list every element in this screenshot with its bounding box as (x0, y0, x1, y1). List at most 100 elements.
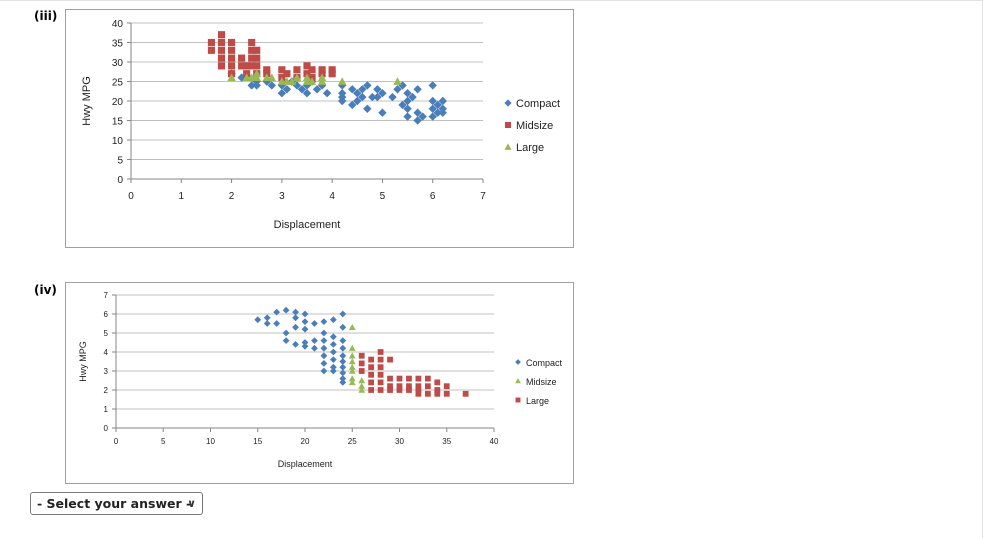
data-point-compact (339, 310, 347, 318)
data-point-midsize (238, 62, 246, 70)
data-point-large (368, 356, 375, 363)
data-point-compact (254, 316, 262, 324)
data-point-large (393, 77, 402, 85)
data-point-compact (311, 344, 318, 352)
data-point-compact (358, 85, 367, 94)
data-point-large (415, 375, 422, 382)
data-point-large (377, 364, 384, 371)
data-point-midsize (217, 38, 226, 47)
y-tick-label: 1 (104, 405, 109, 414)
data-point-compact (373, 92, 382, 102)
data-point-midsize (253, 62, 261, 70)
data-point-large (424, 390, 431, 397)
data-point-large (252, 69, 261, 78)
data-point-compact (378, 108, 387, 117)
data-point-compact (408, 92, 417, 102)
y-tick-label: 5 (104, 329, 109, 338)
data-point-large (462, 390, 469, 397)
data-point-compact (312, 85, 322, 94)
data-point-large (252, 73, 261, 81)
data-point-compact (301, 342, 309, 350)
data-point-compact (320, 352, 328, 360)
data-point-compact (413, 116, 422, 125)
data-point-large (287, 77, 297, 85)
data-point-compact (267, 81, 276, 90)
data-point-large (387, 356, 393, 363)
data-point-compact (339, 352, 347, 360)
data-point-large (406, 383, 412, 390)
chevron-down-icon: ∨ (187, 497, 196, 510)
data-point-large (434, 387, 441, 393)
x-tick-label: 1 (179, 191, 185, 202)
data-point-large (368, 371, 375, 378)
data-point-midsize (348, 375, 356, 382)
data-point-midsize (228, 46, 236, 54)
data-point-large (267, 73, 276, 81)
data-point-large (415, 383, 422, 390)
data-point-compact (428, 81, 437, 90)
data-point-compact (301, 318, 309, 325)
data-point-compact (301, 325, 309, 333)
data-point-compact (393, 85, 402, 94)
x-axis-title: Displacement (278, 459, 333, 469)
y-tick-label: 2 (104, 386, 109, 395)
data-point-large (368, 387, 375, 393)
data-point-midsize (293, 66, 301, 74)
x-tick-label: 25 (348, 437, 357, 446)
data-point-compact (358, 92, 367, 102)
data-point-midsize (217, 46, 226, 54)
answer-select[interactable]: - Select your answer - ∨ (30, 492, 203, 515)
data-point-compact (263, 314, 271, 322)
data-point-compact (247, 81, 256, 90)
y-tick-label: 7 (104, 291, 109, 300)
data-point-midsize (348, 379, 356, 386)
data-point-compact (438, 108, 447, 117)
data-point-midsize (358, 386, 366, 393)
data-point-compact (363, 104, 372, 113)
x-tick-label: 7 (480, 191, 486, 202)
data-point-compact (282, 306, 290, 314)
data-point-large (443, 383, 450, 390)
data-point-large (387, 383, 393, 390)
data-point-midsize (358, 377, 366, 384)
data-point-compact (329, 341, 337, 348)
data-point-large (377, 387, 384, 393)
data-point-compact (339, 363, 347, 371)
legend-marker-compact (504, 99, 512, 107)
data-point-large (292, 73, 302, 81)
legend-label-midsize: Midsize (526, 377, 557, 387)
x-tick-label: 5 (161, 437, 166, 446)
data-point-compact (320, 360, 328, 367)
data-point-compact (320, 318, 328, 325)
data-point-large (406, 387, 412, 393)
data-point-compact (403, 104, 412, 113)
data-point-midsize (238, 54, 246, 62)
x-tick-label: 0 (128, 191, 134, 202)
data-point-large (358, 368, 365, 374)
y-tick-label: 0 (104, 424, 109, 433)
data-point-midsize (248, 62, 256, 70)
data-point-midsize (358, 382, 366, 389)
data-point-compact (292, 308, 299, 316)
data-point-compact (339, 375, 347, 382)
legend-marker-large (504, 143, 512, 150)
data-point-compact (302, 81, 312, 90)
data-point-large (317, 77, 327, 85)
data-point-large (377, 349, 384, 355)
data-point-large (377, 379, 384, 386)
chart-panel-iii: 0 5 10 15 20 25 30 35 40 0 1 2 3 4 5 6 7 Displacement Hwy … (65, 9, 574, 248)
data-point-compact (433, 108, 442, 117)
data-point-compact (339, 379, 347, 386)
data-point-large (415, 387, 422, 393)
data-point-midsize (263, 66, 271, 74)
data-point-midsize (207, 38, 216, 47)
data-point-compact (273, 308, 281, 316)
data-point-compact (320, 367, 328, 375)
data-point-large (317, 73, 327, 81)
data-point-large (396, 383, 403, 390)
data-point-compact (348, 100, 357, 110)
data-point-compact (273, 320, 281, 327)
data-point-compact (428, 112, 437, 121)
data-point-compact (428, 96, 437, 106)
legend-label-midsize: Midsize (516, 120, 553, 132)
